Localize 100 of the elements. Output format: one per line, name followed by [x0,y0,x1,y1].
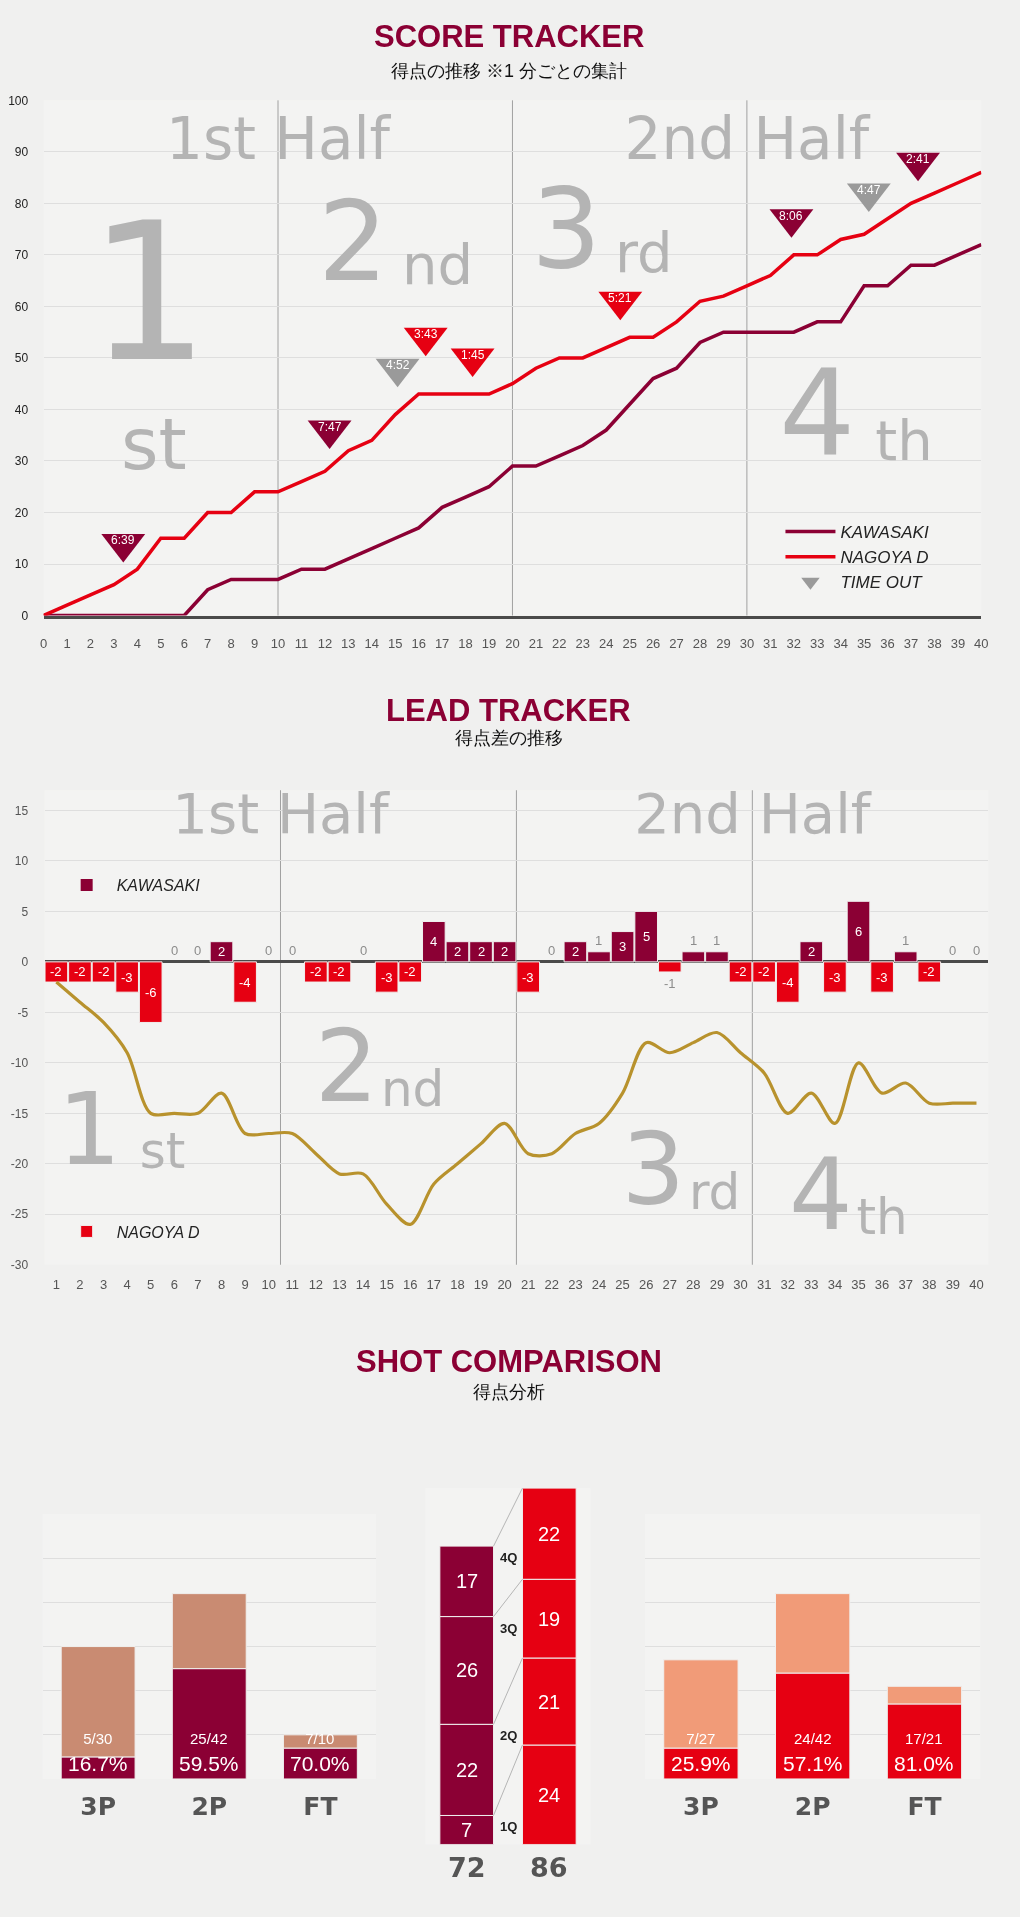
x-tick-label: 26 [645,635,661,651]
x-tick-label: 5 [157,635,165,651]
x-tick-label: 6 [170,1277,178,1293]
x-tick-label: 5 [147,1277,155,1293]
x-tick-label: 9 [241,1277,249,1293]
x-tick-label: 39 [945,1277,961,1293]
data-label: 2 [218,944,226,959]
x-tick-label: 11 [294,635,309,651]
x-tick-label: 14 [355,1277,371,1293]
x-tick-label: 23 [568,1277,583,1293]
chart-subtitle: 得点分析 [473,1382,545,1402]
x-tick-label: 34 [833,635,848,651]
data-label: -2 [98,964,110,979]
data-label: 0 [194,943,202,958]
y-tick-label: 40 [14,402,29,417]
y-tick-label: 90 [14,145,29,160]
data-label: -3 [876,970,888,985]
data-label: 2 [808,944,816,959]
y-tick-label: -15 [10,1106,29,1121]
data-label: 17/21 81.0% [894,1730,954,1776]
x-tick-label: 37 [903,635,919,651]
x-tick-label: 19 [481,635,497,651]
data-label: 7/27 25.9% [671,1730,731,1776]
x-tick-label: 32 [780,1277,795,1293]
x-tick-label: 27 [662,1277,677,1293]
data-label: 6 [855,924,863,939]
annotation: th [856,1187,908,1246]
x-tick-label: 12 [308,1277,324,1293]
x-tick-label: 29 [716,635,731,651]
legend-label: NAGOYA D [840,548,929,568]
data-label: 2 [478,944,486,959]
x-tick-label: FT [907,1791,942,1821]
data-label: -3 [121,970,133,985]
data-label: -2 [758,964,770,979]
x-tick-label: 13 [332,1277,347,1293]
x-tick-label: 24 [599,635,614,651]
x-tick-label: 21 [528,635,544,651]
x-tick-label: 40 [974,635,989,651]
x-tick-label: 34 [827,1277,843,1293]
annotation: 2 [318,177,389,306]
y-tick-label: -30 [10,1257,29,1272]
x-tick-label: 13 [341,635,356,651]
data-label: 4 [430,934,438,949]
data-label: -2 [50,964,62,979]
x-tick-label: 14 [364,635,380,651]
x-tick-label: 15 [379,1277,394,1293]
x-tick-label: 6 [180,635,188,651]
annotation: 2 [314,1007,379,1125]
data-label: 25/42 59.5% [179,1730,239,1776]
data-label: 17 [456,1570,479,1592]
x-tick-label: 20 [497,1277,512,1293]
y-tick-label: 50 [14,351,29,366]
x-tick-label: 38 [922,1277,937,1293]
x-tick-label: 7 [204,635,212,651]
x-tick-label: 31 [756,1277,772,1293]
data-label: 22 [538,1523,561,1545]
x-tick-label: 35 [851,1277,866,1293]
data-label: -2 [923,964,935,979]
x-tick-label: 27 [669,635,684,651]
data-label: 1 [595,933,603,948]
y-tick-label: 15 [14,803,29,818]
y-tick-label: 100 [8,93,29,108]
annotation: 4 [779,343,856,483]
legend-label: KAWASAKI [116,877,201,895]
x-tick-label: 30 [733,1277,748,1293]
annotation: 1 [57,1070,122,1188]
series-label: 1Q [500,1819,518,1834]
legend-label: KAWASAKI [840,523,929,543]
data-label: -2 [310,964,322,979]
annotation: st [139,1122,186,1181]
series-label: 3Q [500,1621,518,1636]
data-label: 5 [643,929,651,944]
x-tick-label: 37 [898,1277,913,1293]
data-label: -3 [381,970,393,985]
y-tick-label: -25 [10,1207,29,1222]
x-tick-label: 19 [473,1277,489,1293]
chart-subtitle: 得点の推移 ※1 分ごとの集計 [391,61,628,81]
data-label: 26 [456,1659,479,1681]
annotation: rd [614,219,673,285]
data-label: -4 [782,975,794,990]
x-tick-label: 16 [403,1277,418,1293]
x-tick-label: 2P [191,1791,228,1821]
line-series [43,170,982,616]
x-tick-label: 40 [969,1277,984,1293]
x-tick-label: 23 [575,635,591,651]
data-label: 0 [548,943,556,958]
x-tick-label: 30 [739,635,755,651]
y-tick-label: 10 [14,854,29,869]
x-tick-label: 4 [133,635,141,651]
y-tick-label: 80 [14,196,29,211]
x-tick-label: 36 [874,1277,890,1293]
data-label: 0 [360,943,368,958]
y-tick-label: 5 [21,904,29,919]
annotation: nd [401,232,473,298]
x-tick-label: 1 [63,635,71,651]
data-label: 19 [538,1608,561,1630]
x-tick-label: 38 [927,635,942,651]
data-label: -6 [145,985,157,1000]
x-tick-label: FT [303,1791,338,1821]
x-tick-label: 9 [250,635,259,651]
